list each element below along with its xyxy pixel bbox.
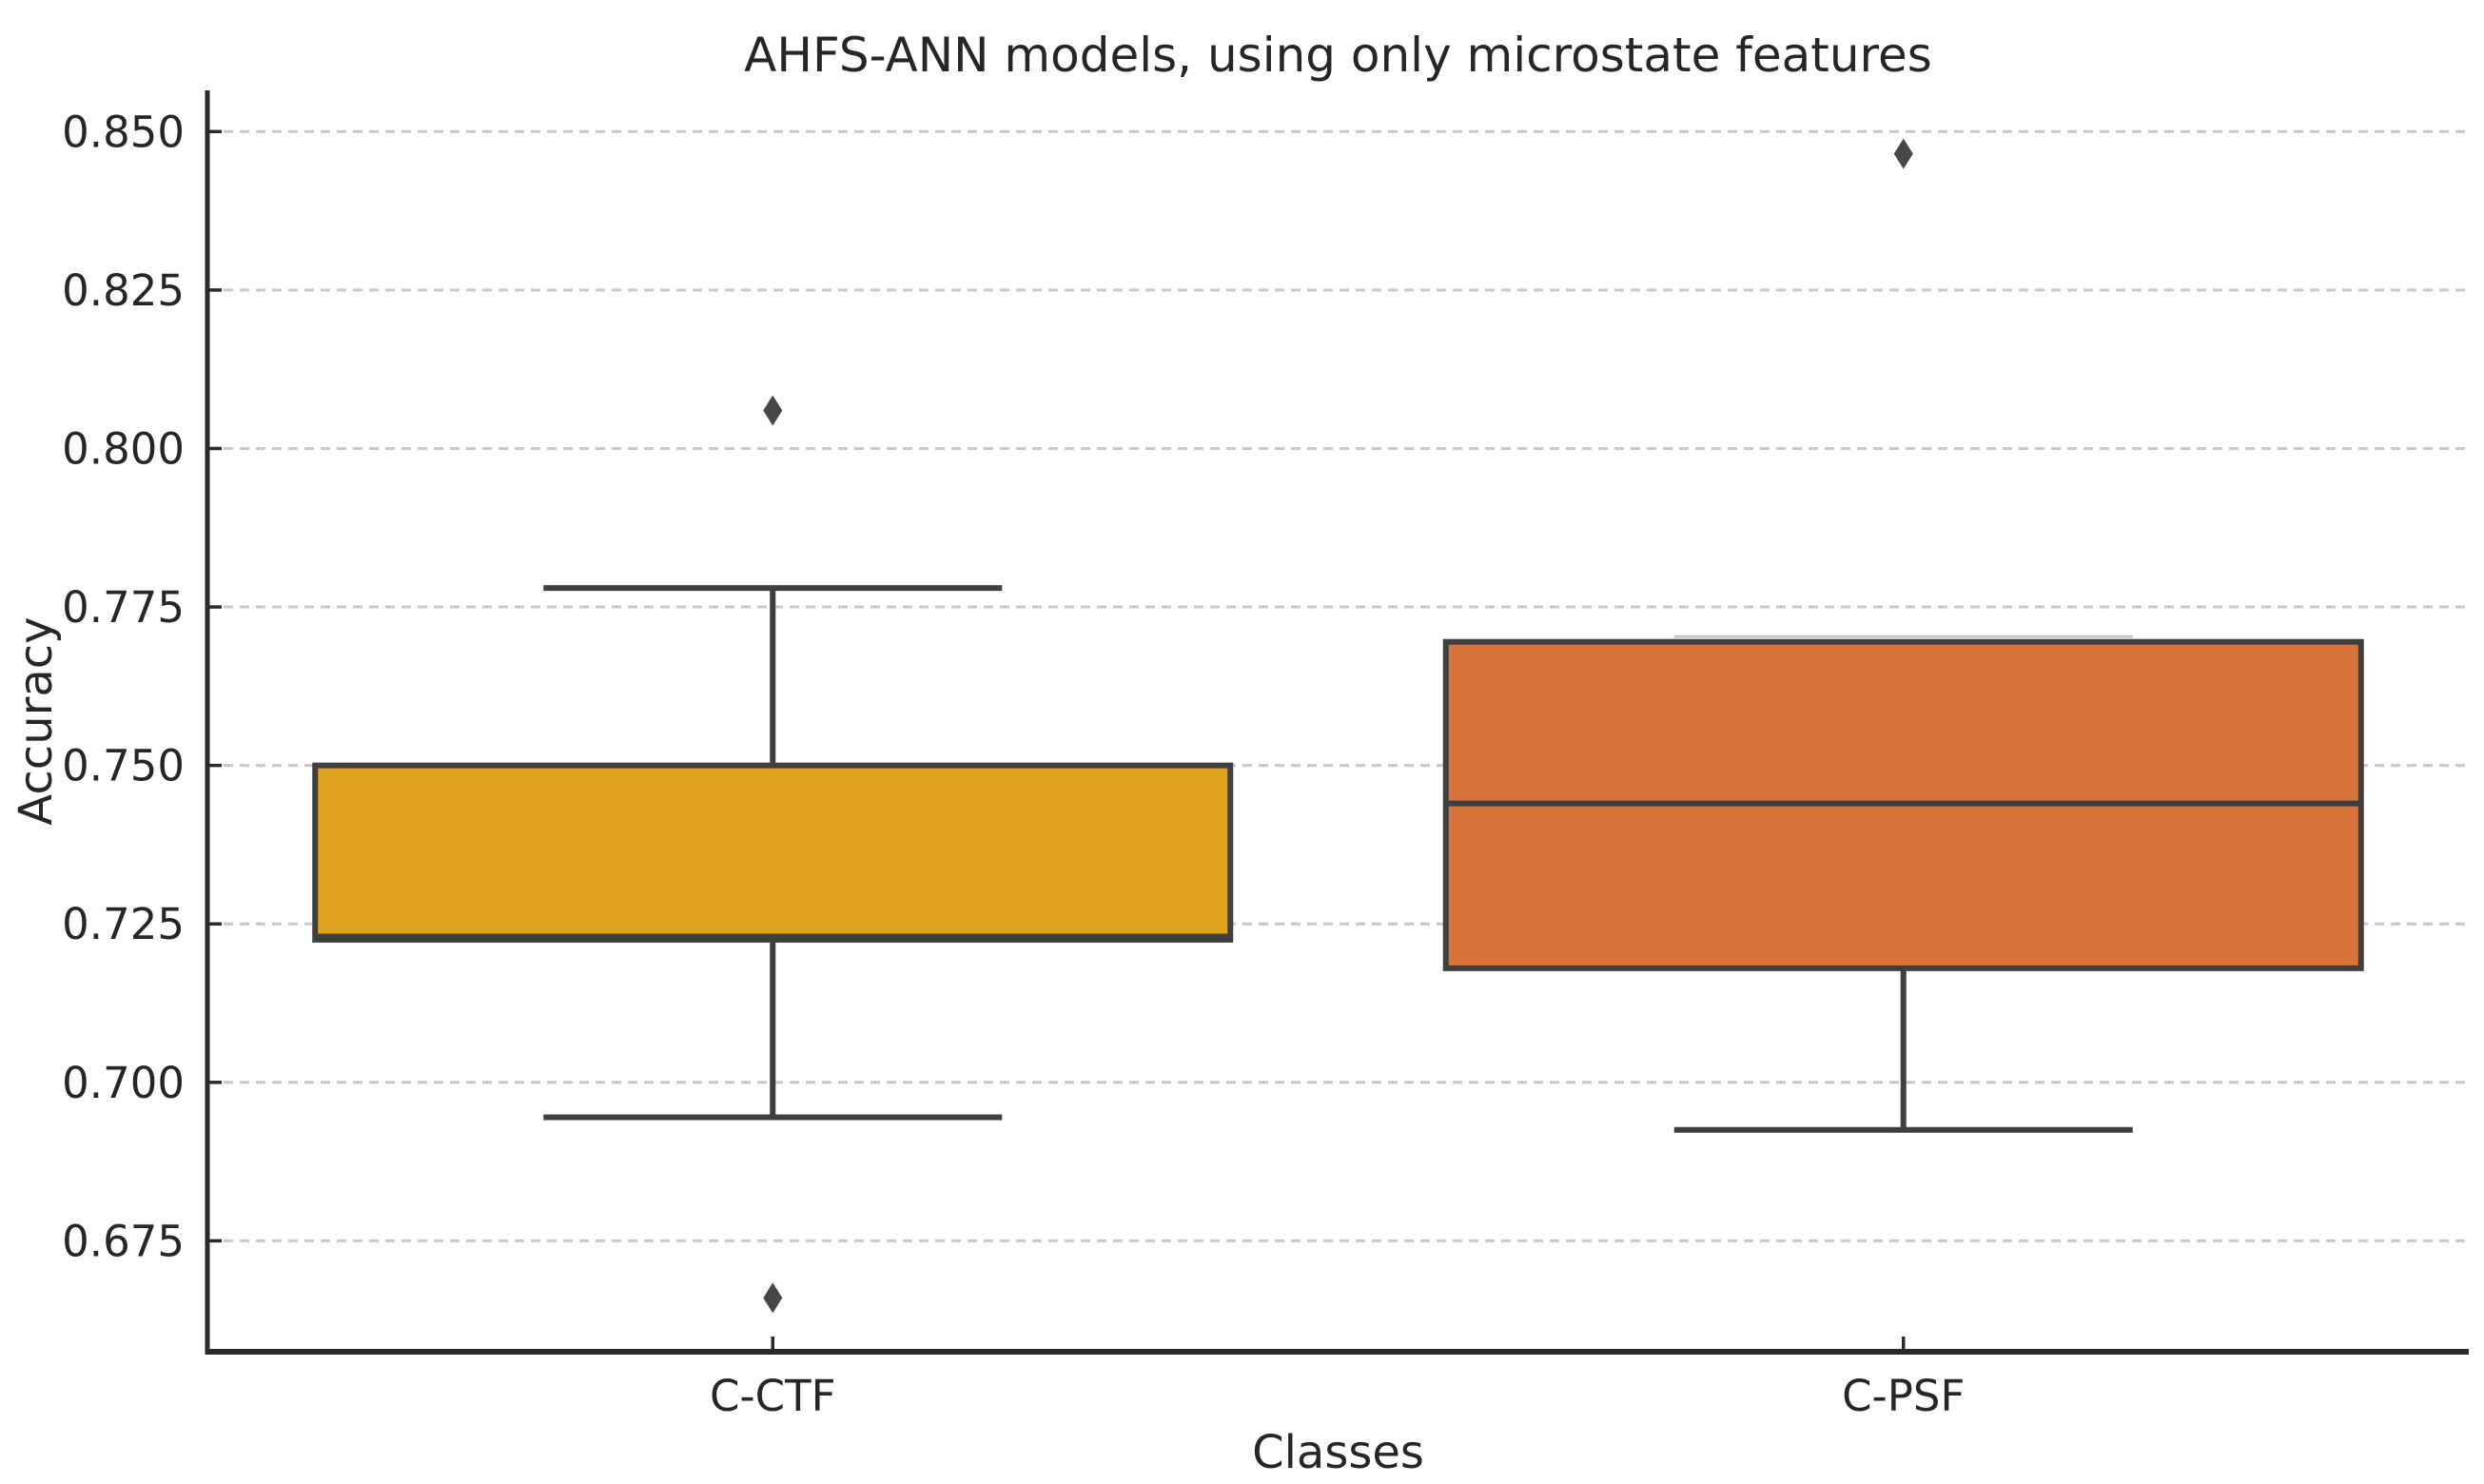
outlier-marker: [1893, 138, 1913, 169]
x-axis-label: Classes: [1252, 1426, 1424, 1479]
y-tick-label: 0.725: [62, 899, 185, 949]
x-tick-label: C-PSF: [1842, 1371, 1965, 1421]
outlier-marker: [763, 395, 783, 426]
y-tick-label: 0.675: [62, 1216, 185, 1266]
outlier-marker: [763, 1282, 783, 1314]
y-tick-label: 0.850: [62, 107, 185, 157]
y-tick-label: 0.800: [62, 423, 185, 474]
y-tick-label: 0.825: [62, 265, 185, 316]
x-tick-label: C-CTF: [710, 1371, 835, 1421]
y-tick-label: 0.775: [62, 582, 185, 633]
y-tick-label: 0.700: [62, 1058, 185, 1108]
y-tick-label: 0.750: [62, 741, 185, 791]
box-c-ctf: [312, 762, 1234, 943]
chart-title: AHFS-ANN models, using only microstate f…: [744, 28, 1932, 83]
